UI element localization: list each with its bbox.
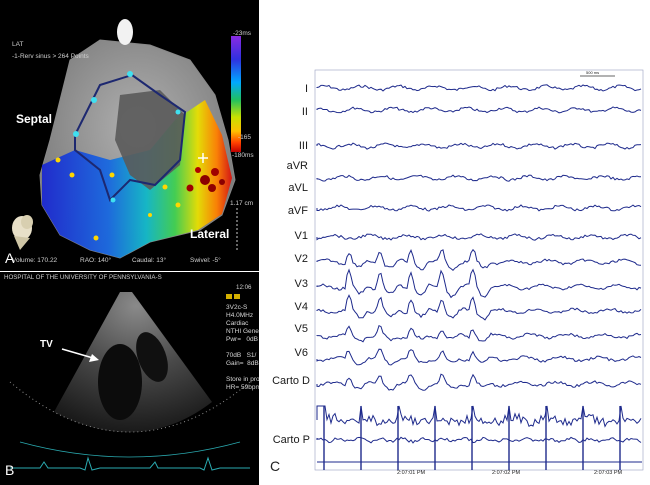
- cursor-cross: [198, 153, 208, 163]
- orientation-heart-icon: [12, 215, 33, 250]
- tv-arrow: [61, 348, 94, 359]
- panel-a-letter: A: [5, 250, 15, 266]
- probe-icon: [226, 294, 232, 299]
- map-type-label: LAT: [12, 41, 24, 48]
- sector-boundary: [9, 381, 251, 433]
- border-line: [74, 73, 187, 202]
- trace-v1: [316, 248, 642, 271]
- trace-v3: [316, 294, 642, 321]
- trace-avl: [316, 204, 642, 212]
- lead-label-carto-p: Carto P: [272, 434, 310, 446]
- swivel-label: Swivel: -5°: [190, 257, 221, 264]
- lead-label-i: I: [304, 83, 308, 95]
- hospital-header: HOSPITAL OF THE UNIVERSITY OF PENNSYLVAN…: [4, 274, 162, 281]
- lead-label-avr: aVR: [286, 160, 308, 172]
- scar-region: [115, 90, 185, 190]
- panel-c-letter: C: [270, 458, 281, 474]
- earliest-activation-cluster: [186, 167, 225, 192]
- trace-v4: [316, 325, 642, 343]
- trace-avf: [316, 233, 642, 241]
- trace-ii: [316, 106, 642, 114]
- rao-label: RAO: 140°: [80, 257, 112, 264]
- septal-label: Septal: [16, 112, 53, 126]
- time-label-3: 2:07:03 PM: [594, 470, 623, 476]
- location-tags: [55, 157, 181, 241]
- echo-arc: [19, 441, 241, 458]
- echo-parameters: 3V2c-S H4.0MHz Cardiac NTHI General Pwr=…: [226, 304, 259, 391]
- ventricle-cavity: [98, 344, 142, 420]
- time-label-2: 2:07:02 PM: [492, 470, 521, 476]
- lead-label-ii: II: [301, 106, 308, 118]
- trace-carto-p: [316, 436, 642, 444]
- map-info-label: -1-Rerv sinus > 264 Points: [12, 53, 89, 60]
- volume-label: Volume: 170.22: [12, 257, 58, 264]
- probe-icon-2: [234, 294, 240, 299]
- scale-bottom-label: -180ms: [232, 152, 254, 159]
- scale-mid-label: -165: [238, 134, 252, 141]
- echo-ecg-trace: [10, 456, 250, 471]
- lead-label-v2: V2: [294, 253, 308, 265]
- lead-label-v4: V4: [294, 301, 308, 313]
- trace-v5: [316, 348, 642, 366]
- panel-b-letter: B: [5, 462, 15, 478]
- distance-scale-label: 1.17 cm: [230, 200, 254, 207]
- echo-time: 12:06: [236, 284, 252, 291]
- lead-label-carto-d: Carto D: [272, 375, 310, 387]
- lead-label-iii: III: [298, 140, 308, 152]
- tracing-frame: [314, 69, 644, 471]
- trace-v2: [316, 268, 642, 299]
- trace-v6: [316, 373, 642, 391]
- time-label-1: 2:07:01 PM: [397, 470, 426, 476]
- reference-marker: [117, 19, 133, 45]
- trace-iii: [316, 142, 642, 150]
- lead-label-v5: V5: [294, 323, 308, 335]
- cyan-tags: [73, 71, 181, 203]
- lead-label-v6: V6: [294, 347, 308, 359]
- color-scale-bar: [231, 36, 241, 152]
- lead-label-v3: V3: [294, 278, 308, 290]
- ultrasound-sector-graphic: [9, 292, 251, 471]
- scale-bar-text: 500 ms: [586, 70, 599, 75]
- lead-label-avl: aVL: [288, 182, 308, 194]
- trace-carto-d: [316, 405, 642, 428]
- panel-b-echocardiogram: HOSPITAL OF THE UNIVERSITY OF PENNSYLVAN…: [0, 272, 259, 485]
- lead-label-avf: aVF: [287, 205, 308, 217]
- scale-top-label: -23ms: [233, 30, 252, 37]
- activation-map-graphic: [12, 19, 241, 259]
- lateral-label: Lateral: [190, 227, 230, 241]
- ecg-tracing-graphic: 500 ms: [314, 69, 644, 471]
- panel-a-electroanatomic-map: LAT -1-Rerv sinus > 264 Points -23ms -16…: [0, 0, 259, 271]
- tv-arrowhead: [89, 354, 99, 362]
- tv-label: TV: [40, 339, 53, 350]
- atrium-cavity: [136, 332, 168, 382]
- lead-label-v1: V1: [294, 230, 308, 242]
- trace-avr: [316, 174, 642, 182]
- panel-c-ecg-tracings: 500 ms I II III aVR aVL aVF V1 V2 V3 V4 V5 V6 Carto …: [260, 0, 650, 485]
- trace-i: [316, 84, 642, 92]
- caudal-label: Caudal: 13°: [132, 257, 167, 264]
